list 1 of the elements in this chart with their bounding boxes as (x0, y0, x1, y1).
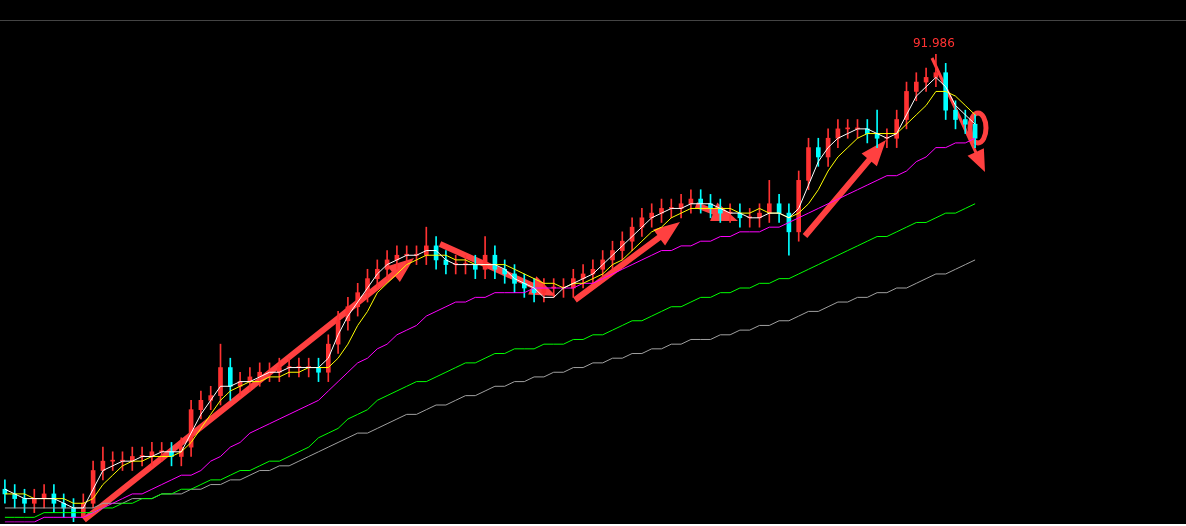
annotation: 91.986 (912, 36, 955, 51)
